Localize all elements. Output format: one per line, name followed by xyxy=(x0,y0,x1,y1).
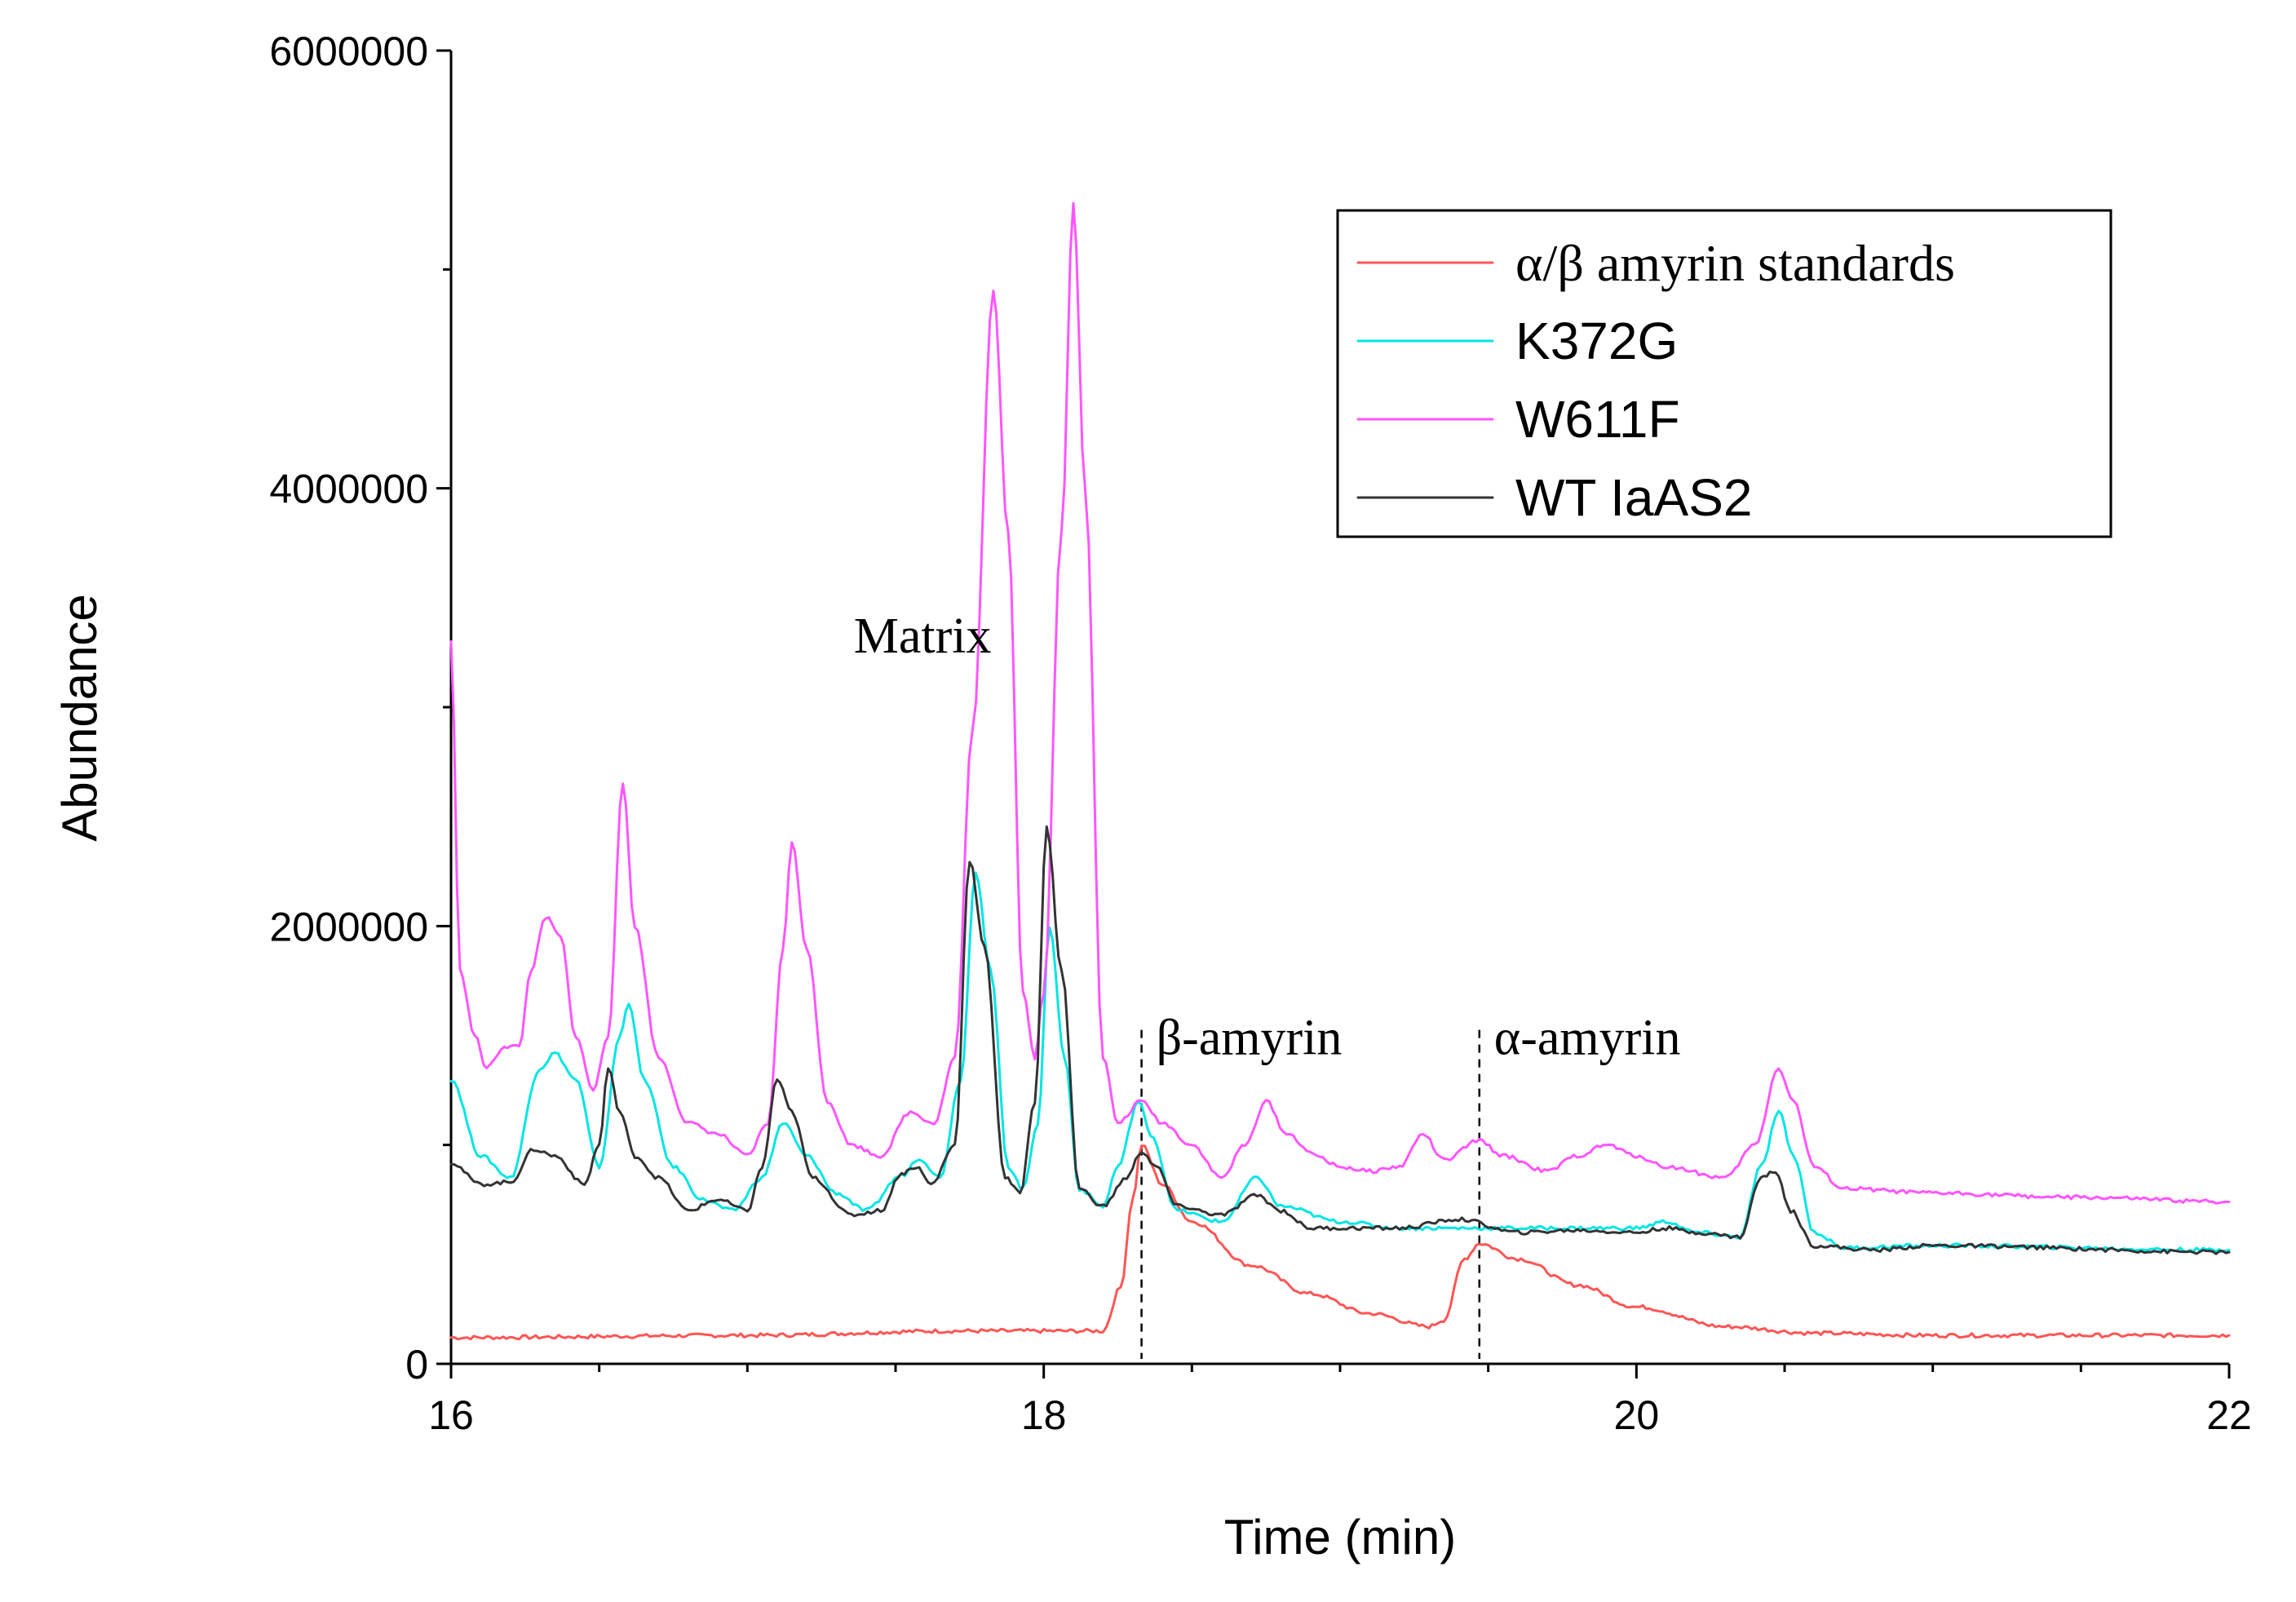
annotation-label: α-amyrin xyxy=(1494,1011,1681,1066)
x-tick-label: 20 xyxy=(1614,1392,1660,1438)
y-tick-label: 4000000 xyxy=(269,467,428,512)
legend-box xyxy=(1336,209,2112,538)
y-tick-label: 0 xyxy=(405,1342,428,1387)
x-tick-label: 18 xyxy=(1021,1392,1067,1438)
retention-markers xyxy=(1140,1029,1481,1359)
legend-label: K372G xyxy=(1515,312,1678,370)
annotations: Matrix β-amyrin α-amyrin xyxy=(854,608,1681,1066)
x-axis-title: Time (min) xyxy=(1224,1510,1456,1564)
series-group xyxy=(449,201,2231,1341)
series-line xyxy=(449,201,2231,1205)
x-ticks: 16 18 20 22 xyxy=(428,1364,2252,1438)
series-line xyxy=(449,1144,2231,1341)
y-tick-label: 6000000 xyxy=(269,29,428,74)
series-line xyxy=(449,825,2231,1255)
x-tick-label: 22 xyxy=(2206,1392,2252,1438)
y-tick-label: 2000000 xyxy=(269,904,428,949)
legend: α/β amyrin standards K372G W611F WT IaAS2 xyxy=(1336,209,2112,538)
y-ticks: 0 2000000 4000000 6000000 xyxy=(269,29,451,1387)
annotation-label: Matrix xyxy=(854,608,992,664)
legend-label: α/β amyrin standards xyxy=(1515,234,1955,292)
x-tick-label: 16 xyxy=(428,1392,474,1438)
annotation-label: β-amyrin xyxy=(1157,1011,1343,1066)
legend-label: WT IaAS2 xyxy=(1515,468,1752,527)
legend-label: W611F xyxy=(1515,390,1680,449)
y-axis-title: Abundance xyxy=(52,594,107,842)
